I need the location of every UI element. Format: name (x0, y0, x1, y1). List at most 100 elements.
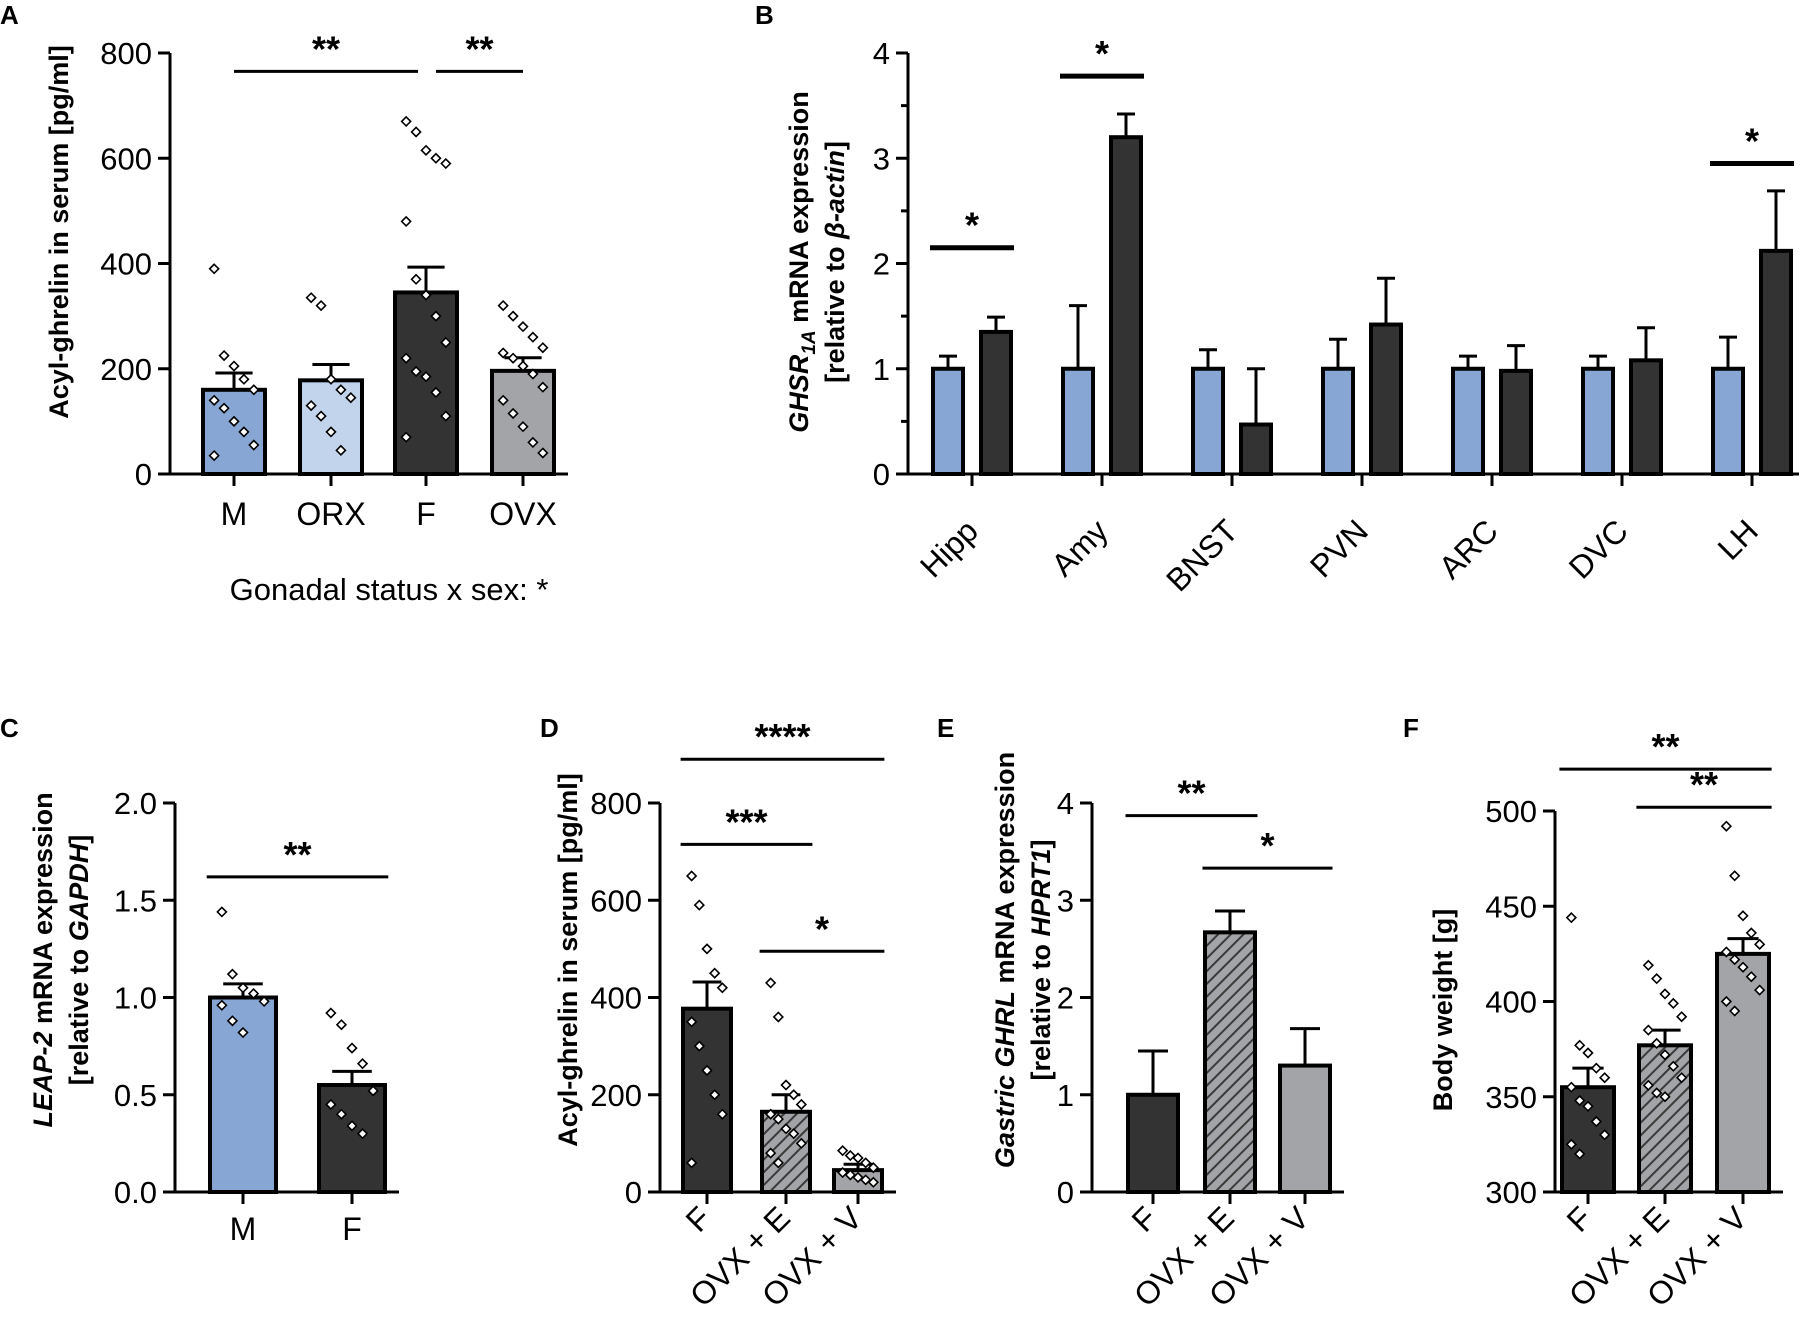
panel-c-data-point (226, 968, 239, 980)
panel-d-category-label: F (679, 1199, 718, 1238)
panel-a-data-point (517, 321, 529, 333)
panel-f-data-point (1754, 984, 1766, 996)
panel-a-data-point (517, 421, 529, 433)
panel-b-significance-label: * (965, 205, 979, 246)
panel-c-data-point (237, 982, 249, 994)
panel-a-bar-2 (393, 290, 459, 476)
panel-a-data-point (325, 426, 337, 438)
panel-c-leap2-expression: LEAP-2 mRNA expression [relative to GAPD… (28, 786, 399, 1247)
panel-a-acyl-ghrelin-sex: Acyl-ghrelin in serum [pg/ml] 0 200 400 600… (44, 28, 568, 607)
panel-c-plot: 0.0 0.5 1.0 1.5 2.0 M F ** (114, 786, 399, 1247)
panel-e-ylabel-line2: [relative to HPRT1] (1026, 839, 1056, 1080)
panel-e-ylabel-ref: HPRT1 (1026, 848, 1056, 936)
panel-a-data-point (218, 349, 230, 362)
panel-b-ylabel-text: mRNA expression (784, 91, 814, 330)
panel-a-category-label: M (221, 496, 248, 532)
panel-c-data-point (237, 1026, 249, 1039)
panel-f-data-point (1720, 995, 1732, 1008)
panel-f-ytick-label: 500 (1485, 794, 1537, 829)
panel-f-ytick-label: 450 (1485, 889, 1537, 924)
panel-a-data-point (420, 289, 432, 301)
panel-d-acyl-ghrelin-ovx: Acyl-ghrelin in serum [pg/ml] 0 200 400 600… (553, 716, 896, 1314)
panel-b-ylabel-close: ] (820, 141, 850, 150)
panel-a-data-point (517, 360, 529, 372)
panel-a-data-point (497, 299, 509, 312)
panel-d-data-point (860, 1157, 872, 1169)
panel-a-data-point (315, 299, 327, 312)
panel-f-data-point (1754, 938, 1766, 950)
panel-e-bar-1 (1203, 930, 1257, 1195)
panel-e-gastric-ghrl: Gastric GHRL mRNA expression [relative t… (990, 752, 1344, 1314)
panel-c-ytick-label: 1.0 (114, 981, 157, 1016)
panel-d-significance-label: *** (725, 801, 767, 842)
panel-f-data-point (1590, 1115, 1602, 1128)
panel-d-data-point (701, 1064, 713, 1077)
panel-a-data-point (228, 415, 240, 428)
panel-f-ytick-label: 300 (1485, 1175, 1537, 1210)
panel-b-category-label: LH (1711, 512, 1765, 566)
panel-d-data-point (772, 1113, 784, 1125)
panel-c-data-point (356, 1057, 369, 1070)
panel-e-bar-2 (1278, 1063, 1332, 1194)
panel-a-data-point (537, 381, 549, 393)
panel-b-category-label: DVC (1562, 512, 1635, 585)
panel-f-data-point (1599, 1072, 1611, 1084)
panel-f-data-point (1720, 820, 1732, 832)
panel-c-data-point (247, 987, 260, 1000)
panel-c-ytick-label: 1.5 (114, 883, 157, 918)
panel-b-significance-label: * (1745, 121, 1759, 162)
panel-a-category-label: F (416, 496, 436, 532)
panel-a-data-point (335, 444, 347, 456)
panel-b-bar-m-6 (1711, 366, 1745, 476)
panel-b-bar-m-3 (1321, 366, 1355, 476)
panel-e-ytick-label: 4 (1057, 786, 1074, 821)
panel-letter-b: B (755, 0, 774, 30)
panel-d-data-point (795, 1137, 807, 1150)
panel-c-data-point (258, 995, 270, 1008)
panel-a-data-point (208, 394, 220, 406)
panel-c-category-label: F (342, 1211, 362, 1247)
panel-c-ylabel-text: mRNA expression (28, 792, 58, 1031)
panel-f-data-point (1565, 912, 1577, 924)
panel-f-data-point (1659, 1049, 1671, 1061)
panel-f-data-point (1651, 973, 1663, 985)
panel-c-ytick-label: 2.0 (114, 786, 157, 821)
panel-letter-d: D (540, 713, 559, 743)
panel-f-data-point (1574, 1148, 1586, 1160)
panel-a-data-point (420, 371, 432, 383)
panel-f-ytick-label: 350 (1485, 1080, 1537, 1115)
panel-a-data-point (238, 373, 250, 385)
panel-f-data-point (1642, 1024, 1654, 1036)
panel-b-ghsr-expression: GHSR1A mRNA expression [relative to β-ac… (784, 33, 1799, 598)
panel-a-data-point (527, 331, 539, 343)
panel-d-data-point (765, 1147, 777, 1159)
panel-a-significance-label: ** (312, 28, 340, 69)
panel-a-data-point (410, 273, 422, 285)
panel-b-ylabel-gene: GHSR (784, 354, 814, 433)
panel-a-data-point (430, 310, 442, 322)
panel-f-data-point (1676, 1072, 1688, 1084)
panel-b-ytick-label: 4 (873, 36, 890, 71)
panel-c-data-point (325, 1098, 337, 1111)
panel-d-data-point (795, 1098, 807, 1111)
panel-e-ytick-label: 2 (1057, 981, 1074, 1016)
panel-f-data-point (1590, 1062, 1602, 1074)
panel-a-ytick-label: 400 (100, 247, 152, 282)
panel-f-data-point (1582, 1100, 1594, 1112)
panel-b-category-label: ARC (1432, 512, 1505, 585)
panel-b-ylabel-line2: [relative to β-actin] (820, 141, 850, 383)
panel-e-significance-label: ** (1177, 773, 1205, 814)
panel-e-ytick-label: 0 (1057, 1175, 1074, 1210)
panel-d-data-point (686, 1016, 698, 1028)
panel-a-data-point (420, 144, 432, 156)
panel-f-data-point (1729, 953, 1741, 966)
panel-b-plot: 0 1 2 3 4 Hipp Amy BNST PVN ARC DVC LH * * * (873, 33, 1799, 598)
panel-b-bar-m-4 (1451, 366, 1485, 476)
panel-c-data-point (356, 1128, 369, 1140)
panel-d-data-point (716, 1108, 728, 1120)
panel-a-data-point (335, 384, 347, 396)
panel-d-data-point (765, 1108, 777, 1120)
panel-d-data-point (709, 1089, 721, 1101)
panel-f-data-point (1659, 988, 1671, 1000)
